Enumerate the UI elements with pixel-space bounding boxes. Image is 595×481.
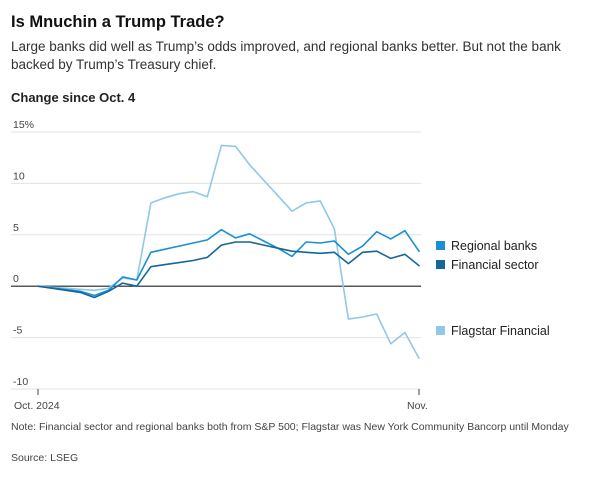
y-tick-label: -10 — [13, 376, 28, 388]
grid-layer — [11, 131, 421, 390]
y-tick-label: -5 — [13, 325, 22, 337]
chart-note: Note: Financial sector and regional bank… — [11, 421, 569, 433]
y-tick-label: 10 — [13, 170, 25, 182]
series-layer — [37, 144, 420, 360]
chart-subtitle: Large banks did well as Trump’s odds imp… — [11, 39, 561, 72]
y-axis-ticks: 15% 10 5 0 -5 -10 — [13, 119, 34, 388]
x-tick-label: Oct. 2024 — [14, 400, 60, 412]
legend-swatch — [436, 260, 445, 269]
chart-axis-caption: Change since Oct. 4 — [11, 90, 136, 105]
legend-label: Regional banks — [451, 239, 537, 253]
series-line-financial-sector — [37, 241, 420, 299]
legend-label: Financial sector — [451, 258, 539, 272]
y-tick-label: 15% — [13, 119, 34, 131]
y-tick-label: 5 — [13, 222, 19, 234]
chart-title: Is Mnuchin a Trump Trade? — [11, 13, 225, 31]
y-tick-label: 0 — [13, 273, 19, 285]
legend-label: Flagstar Financial — [451, 324, 550, 338]
legend-swatch — [436, 326, 445, 335]
legend-swatch — [436, 241, 445, 250]
x-tick-label: Nov. — [407, 400, 428, 412]
x-axis-ticks: Oct. 2024 Nov. — [14, 389, 428, 412]
series-line-regional-banks — [37, 228, 420, 297]
legend: Regional banks Financial sector Flagstar F… — [436, 239, 550, 338]
series-line-flagstar-financial — [37, 144, 420, 360]
chart-source: Source: LSEG — [11, 452, 79, 464]
